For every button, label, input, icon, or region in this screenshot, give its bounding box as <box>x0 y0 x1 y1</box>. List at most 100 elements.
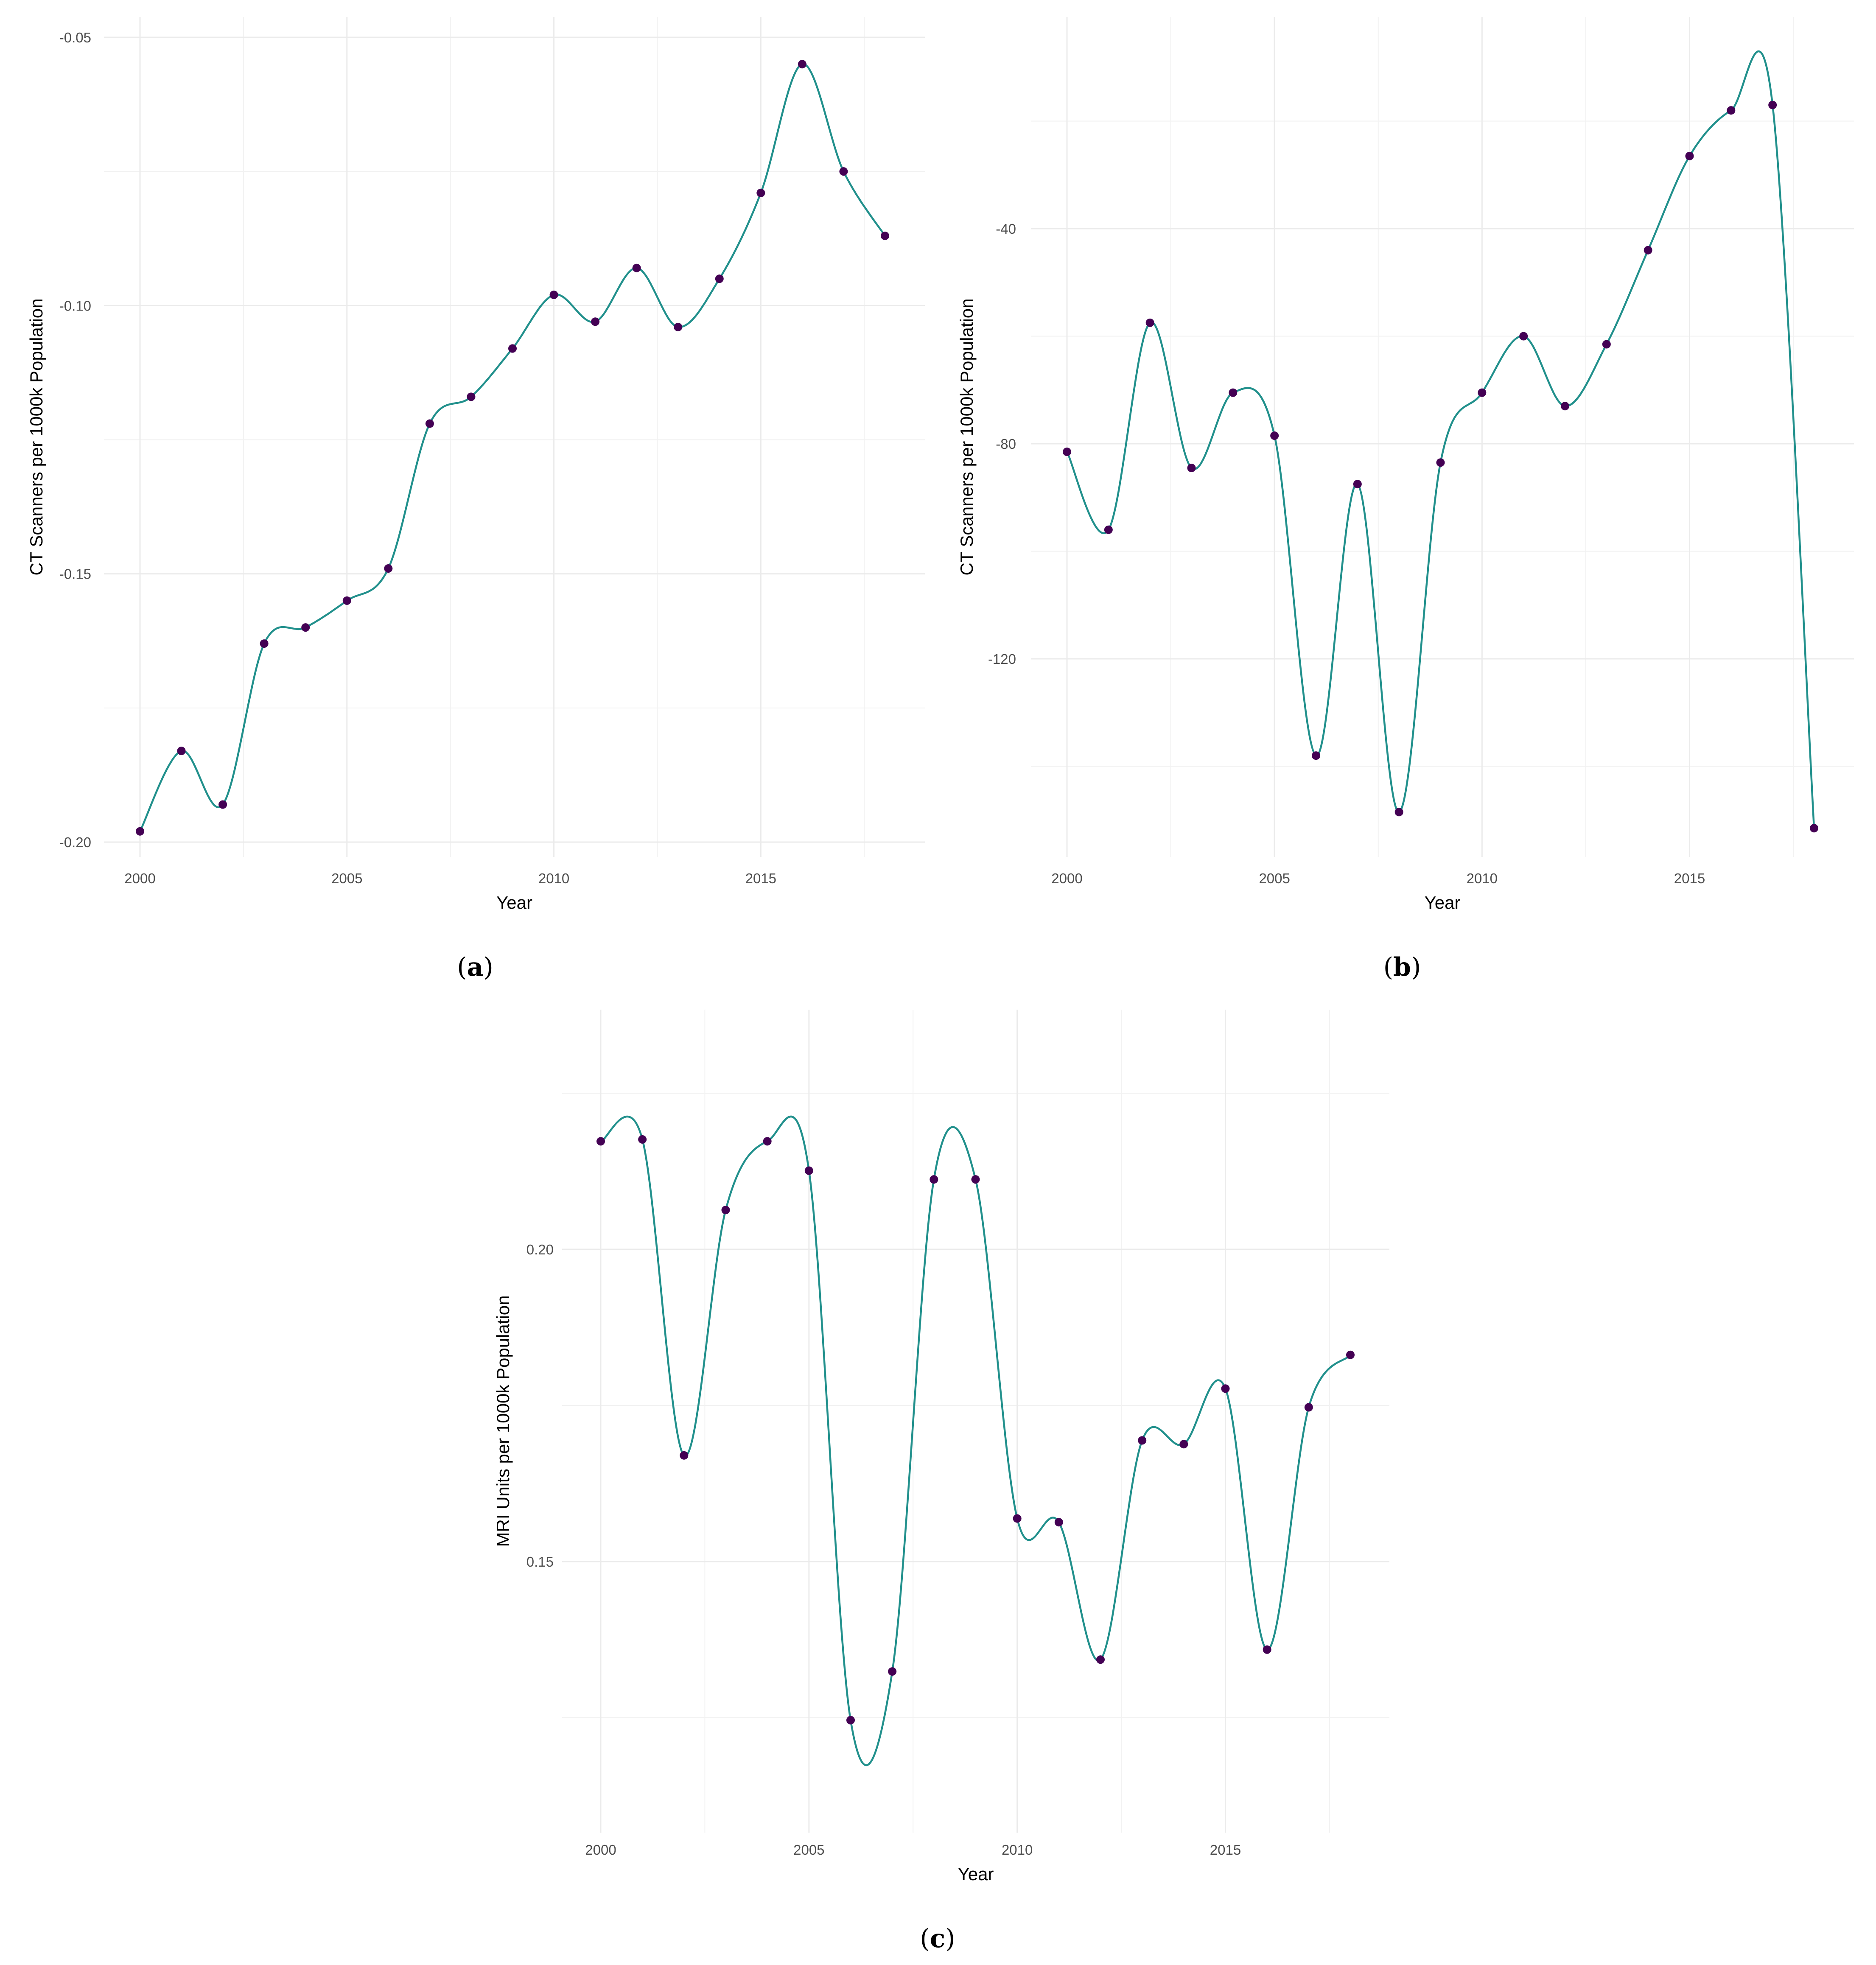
x-tick-label: 2000 <box>1051 871 1082 886</box>
data-point <box>1353 480 1362 489</box>
data-point <box>1685 151 1694 160</box>
y-tick-label: -0.20 <box>59 834 91 850</box>
data-point <box>680 1451 689 1460</box>
data-point <box>1063 448 1071 456</box>
data-point <box>1644 246 1652 255</box>
data-point <box>467 392 476 401</box>
data-point <box>596 1137 605 1146</box>
panel-label-close-paren: ) <box>1411 952 1421 982</box>
y-axis-title: CT Scanners per 1000k Population <box>957 299 977 576</box>
x-tick-label: 2000 <box>124 871 155 886</box>
data-point <box>1727 106 1736 115</box>
y-tick-label: -0.15 <box>59 566 91 582</box>
data-point <box>1519 332 1528 341</box>
x-tick-label: 2000 <box>585 1842 616 1858</box>
x-tick-label: 2010 <box>1002 1842 1033 1858</box>
data-point <box>1229 388 1238 397</box>
data-point <box>1145 318 1154 327</box>
data-point <box>839 167 848 176</box>
data-point <box>1221 1384 1230 1393</box>
y-tick-label: -120 <box>988 651 1016 667</box>
series-line <box>600 1115 1351 1766</box>
panel-label: (c) <box>920 1924 955 1954</box>
chart-panel-b: 2000 2005 2010 2015 -40 -80 -120 Year CT Scanner… <box>957 17 1854 982</box>
data-point <box>721 1206 730 1215</box>
y-tick-label: 0.15 <box>526 1554 554 1570</box>
data-point <box>301 623 310 632</box>
data-point <box>342 596 351 605</box>
data-point <box>508 344 517 353</box>
data-point <box>756 188 765 197</box>
data-point <box>804 1166 813 1175</box>
data-point <box>177 747 186 756</box>
panel-label-close-paren: ) <box>483 952 493 982</box>
y-axis-title: CT Scanners per 1000k Population <box>26 299 46 576</box>
x-tick-label: 2015 <box>1210 1842 1241 1858</box>
y-tick-label: -0.10 <box>59 298 91 314</box>
data-point <box>384 564 393 573</box>
data-point <box>260 639 269 648</box>
data-point <box>1263 1645 1271 1654</box>
x-tick-label: 2015 <box>745 871 776 886</box>
data-point <box>1179 1440 1188 1449</box>
panel-label-close-paren: ) <box>945 1924 955 1954</box>
data-point <box>591 317 600 326</box>
x-tick-label: 2010 <box>1467 871 1498 886</box>
panel-label-open-paren: ( <box>920 1924 930 1954</box>
data-point <box>674 322 683 331</box>
panel-label-open-paren: ( <box>457 952 467 982</box>
data-point <box>1394 808 1403 817</box>
data-point <box>218 800 227 809</box>
panel-label-letter: b <box>1393 952 1411 982</box>
x-axis-title: Year <box>1425 893 1461 913</box>
x-tick-label: 2005 <box>793 1842 824 1858</box>
x-tick-label: 2015 <box>1674 871 1705 886</box>
data-point <box>763 1137 772 1146</box>
data-point <box>1346 1350 1355 1359</box>
series-line <box>1066 50 1815 829</box>
data-point <box>1054 1518 1063 1527</box>
data-point <box>1104 525 1113 534</box>
panel-label-letter: c <box>930 1924 946 1954</box>
data-point <box>1187 464 1196 473</box>
data-point <box>888 1667 897 1676</box>
data-point <box>971 1175 980 1184</box>
data-point <box>1436 458 1445 467</box>
x-axis-title: Year <box>496 893 532 913</box>
panel-label-open-paren: ( <box>1383 952 1393 982</box>
chart-panel-a: 2000 2005 2010 2015 -0.05 -0.10 -0.15 -0.20 Year… <box>26 17 925 982</box>
data-point <box>549 291 558 300</box>
y-tick-label: 0.20 <box>526 1242 554 1257</box>
data-point <box>1768 101 1777 109</box>
y-tick-label: -40 <box>996 221 1016 237</box>
data-point <box>1304 1403 1313 1412</box>
chart-panel-c: 2000 2005 2010 2015 0.20 0.15 Year MRI Units pe… <box>493 1010 1389 1954</box>
series-line <box>139 63 886 832</box>
y-axis-title: MRI Units per 1000k Population <box>493 1296 513 1547</box>
data-point <box>1270 431 1279 440</box>
y-tick-label: -80 <box>996 436 1016 452</box>
data-point <box>632 263 641 272</box>
data-point <box>1561 402 1569 411</box>
x-tick-label: 2010 <box>538 871 569 886</box>
panel-label: (a) <box>457 952 493 982</box>
data-point <box>1096 1655 1105 1664</box>
data-point <box>881 231 889 240</box>
data-point <box>638 1135 647 1144</box>
data-point <box>1138 1436 1147 1445</box>
x-tick-label: 2005 <box>1259 871 1290 886</box>
y-tick-label: -0.05 <box>59 30 91 45</box>
data-point <box>930 1175 938 1184</box>
data-point <box>1478 388 1487 397</box>
data-point <box>1312 751 1320 760</box>
data-point <box>798 60 806 69</box>
x-tick-label: 2005 <box>331 871 362 886</box>
data-point <box>1602 340 1611 349</box>
panel-label: (b) <box>1383 952 1421 982</box>
panel-label-letter: a <box>467 952 484 982</box>
data-point <box>846 1716 855 1724</box>
data-point <box>1013 1514 1022 1523</box>
data-point <box>136 827 144 836</box>
x-axis-title: Year <box>958 1864 994 1884</box>
